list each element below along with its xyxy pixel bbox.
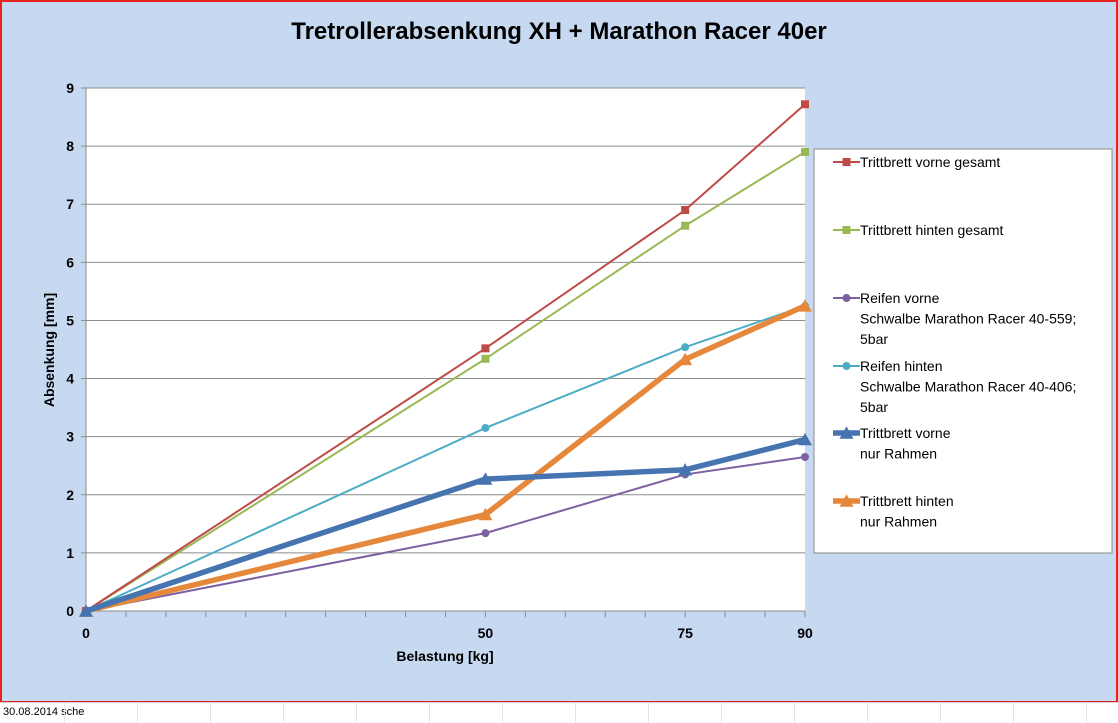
chart-title: Tretrollerabsenkung XH + Marathon Racer … [291, 18, 827, 45]
y-tick-label: 4 [66, 371, 74, 387]
legend-label: Schwalbe Marathon Racer 40-559; [860, 311, 1076, 327]
data-point [681, 343, 690, 352]
x-tick-label: 50 [478, 625, 494, 641]
x-tick-label: 0 [82, 625, 90, 641]
cell-divider [940, 703, 941, 723]
series-5 [79, 432, 812, 617]
cell-divider [1013, 703, 1014, 723]
cell-divider [210, 703, 211, 723]
legend-item: Trittbrett hinten nur Rahmen [833, 493, 954, 530]
y-tick-label: 2 [66, 487, 74, 503]
legend-swatch-marker [842, 294, 851, 302]
cell-divider [64, 703, 65, 723]
series-line [85, 103, 806, 612]
cell-divider [575, 703, 576, 723]
legend-label: Trittbrett vorne [860, 425, 951, 441]
data-point [681, 206, 690, 215]
y-tick-label: 9 [66, 80, 74, 96]
series-line [85, 150, 806, 612]
data-point [478, 507, 493, 521]
y-tick-label: 0 [66, 603, 74, 619]
legend-swatch-marker [842, 158, 851, 166]
data-point [481, 354, 490, 363]
legend-label: Trittbrett hinten [860, 493, 954, 509]
legend-label: nur Rahmen [860, 514, 937, 530]
y-tick-label: 7 [66, 196, 74, 212]
data-point [801, 147, 809, 156]
legend-item: Reifen vorne Schwalbe Marathon Racer 40-5… [833, 290, 1076, 347]
legend-swatch-marker [839, 426, 854, 439]
legend-label: Reifen hinten [860, 358, 943, 374]
series-line [83, 303, 808, 614]
cell-divider [137, 703, 138, 723]
data-point [481, 529, 490, 538]
legend-item: Trittbrett hinten gesamt [833, 222, 1004, 238]
data-point [801, 453, 809, 462]
legend-label: Schwalbe Marathon Racer 40-406; [860, 379, 1076, 395]
y-axis-title: Absenkung [mm] [41, 293, 57, 407]
x-tick-label: 90 [797, 625, 813, 641]
cell-divider [1086, 703, 1087, 723]
legend-swatch-marker [839, 494, 854, 507]
y-tick-label: 6 [66, 254, 74, 270]
y-tick-label: 5 [66, 312, 74, 328]
gridlines [86, 87, 805, 554]
legend-box [813, 148, 1113, 554]
x-tick-label: 75 [677, 625, 693, 641]
y-tick-label: 3 [66, 429, 74, 445]
data-point [79, 604, 93, 617]
series-line [85, 456, 806, 612]
data-point [478, 472, 493, 485]
legend: Trittbrett vorne gesamt Trittbrett hinten… [813, 148, 1113, 554]
footer-label: 30.08.2014 sche [3, 706, 85, 718]
cell-divider [283, 703, 284, 723]
legend-label: 5bar [860, 331, 888, 347]
cell-divider [648, 703, 649, 723]
legend-swatch-marker [842, 226, 851, 234]
line-chart: Tretrollerabsenkung XH + Marathon Racer … [41, 18, 1113, 664]
data-point [481, 344, 490, 353]
cell-divider [429, 703, 430, 723]
legend-label: Trittbrett hinten gesamt [860, 222, 1004, 238]
legend-label: Reifen vorne [860, 290, 940, 306]
data-point [801, 100, 809, 109]
plot-area [86, 88, 805, 611]
legend-label: Trittbrett vorne gesamt [860, 154, 1000, 170]
data-point [678, 352, 693, 366]
data-point [798, 432, 812, 446]
data-point [678, 463, 693, 476]
series-line [83, 436, 808, 614]
cell-divider [721, 703, 722, 723]
y-tick-label: 1 [66, 545, 74, 561]
cell-divider [356, 703, 357, 723]
cell-divider [867, 703, 868, 723]
cell-divider [794, 703, 795, 723]
series-group [79, 100, 812, 617]
legend-swatch-marker [842, 362, 851, 370]
legend-item: Trittbrett vorne gesamt [833, 154, 1000, 170]
status-bar: 30.08.2014 sche [0, 702, 1118, 723]
legend-label: nur Rahmen [860, 446, 937, 462]
data-point [681, 221, 690, 230]
series-line [85, 304, 806, 612]
y-tick-label: 8 [66, 138, 74, 154]
data-point [481, 423, 490, 432]
legend-item: Trittbrett vorne nur Rahmen [833, 425, 951, 462]
data-point [798, 299, 812, 312]
legend-label: 5bar [860, 399, 888, 415]
chart-area: Tretrollerabsenkung XH + Marathon Racer … [0, 0, 1118, 703]
legend-item: Reifen hinten Schwalbe Marathon Racer 40-… [833, 358, 1076, 415]
cell-divider [502, 703, 503, 723]
x-axis-title: Belastung [kg] [396, 648, 493, 664]
